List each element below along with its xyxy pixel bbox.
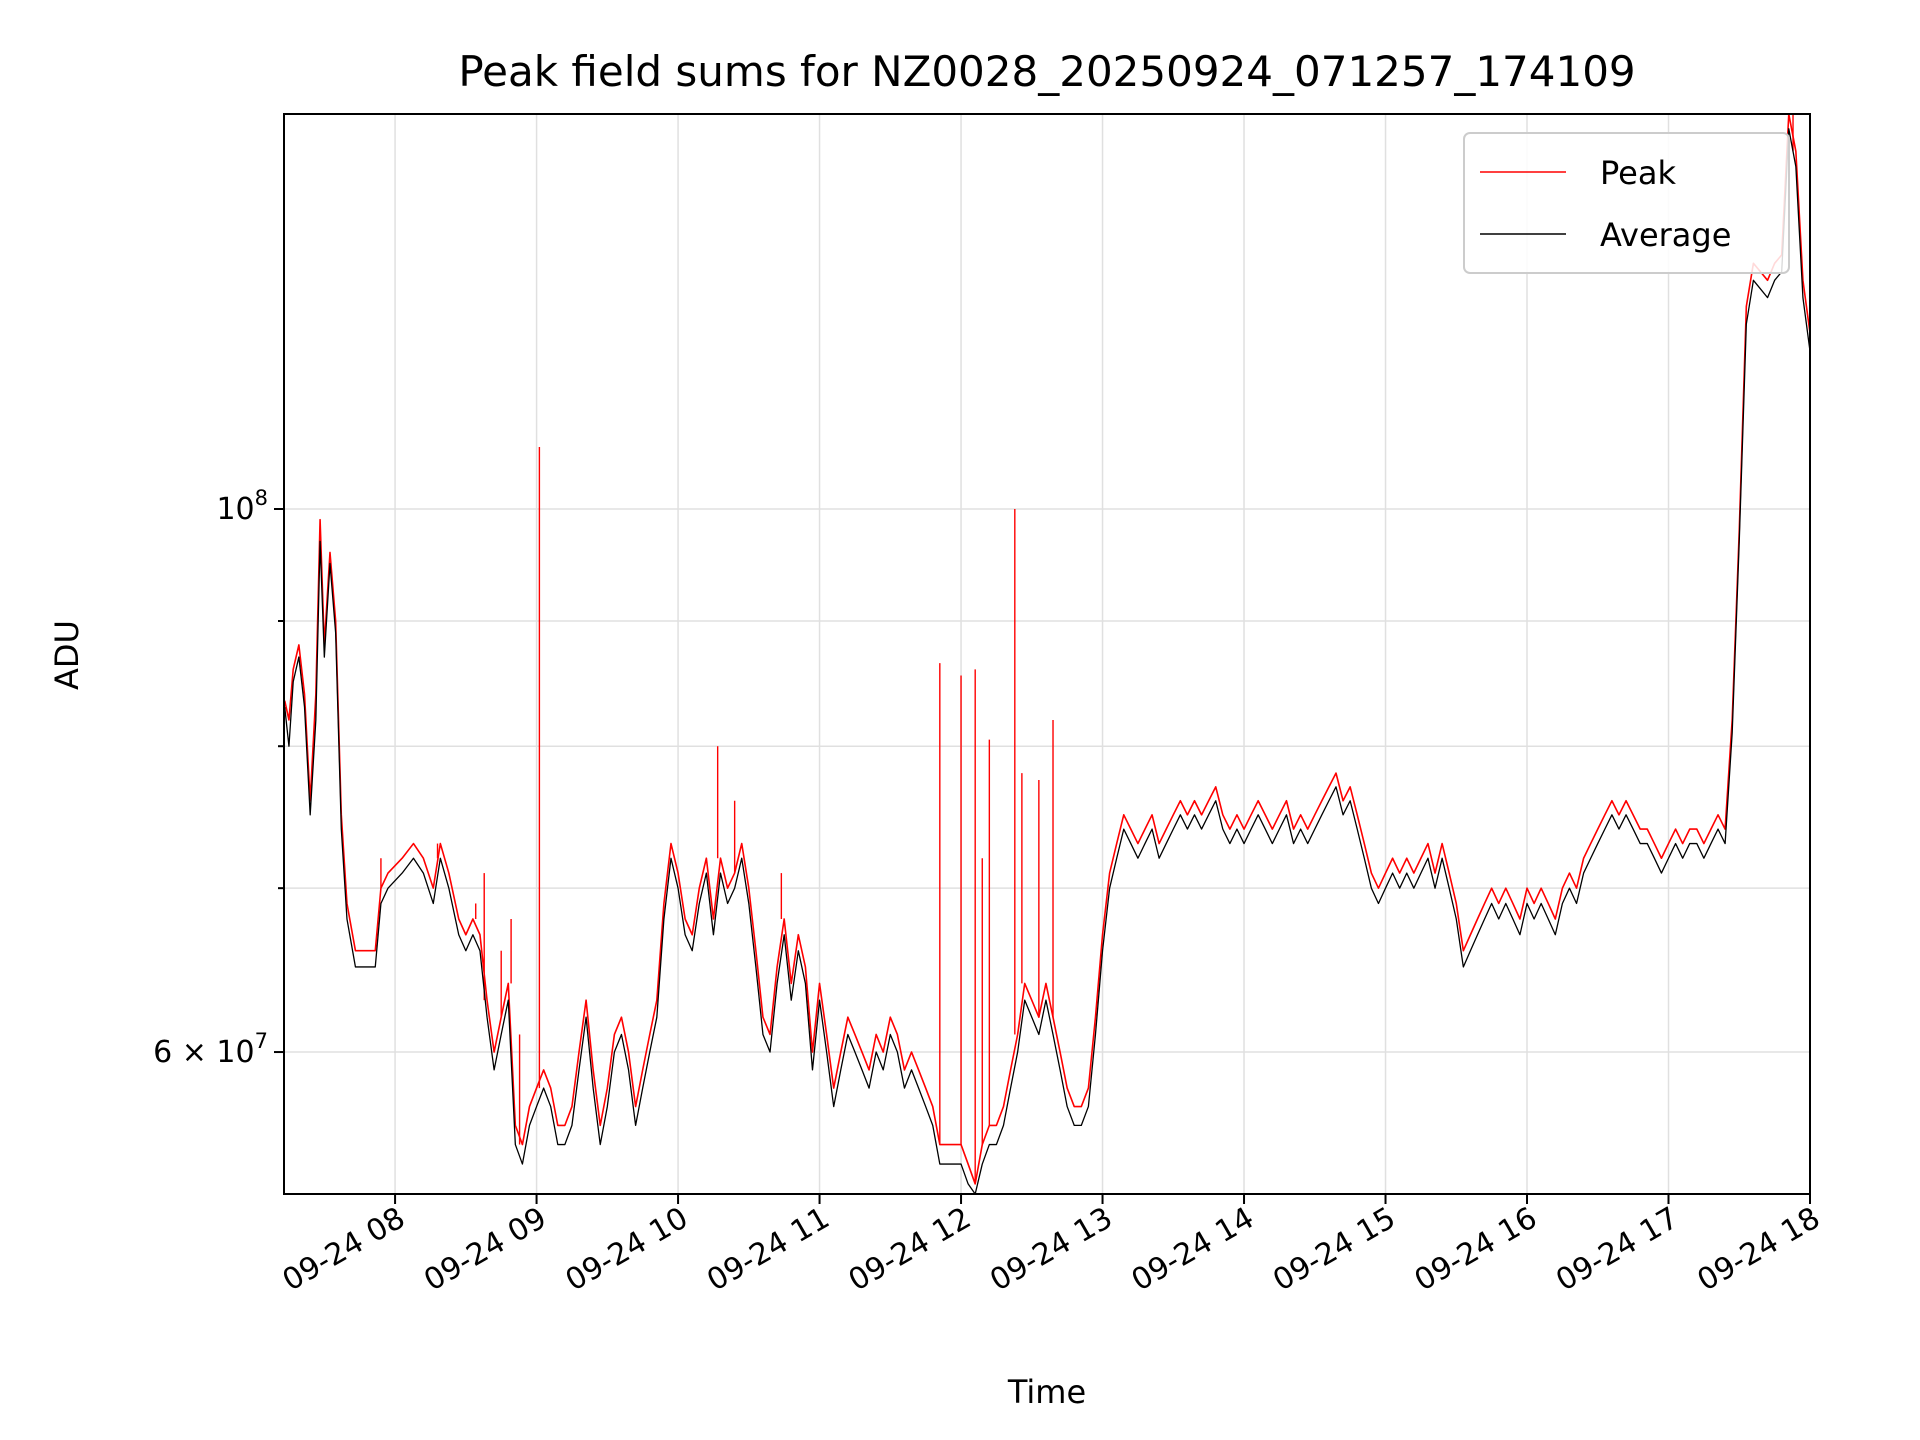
x-gridlines: [394, 114, 1811, 1194]
x-tick-label: 09-24 15: [1267, 1201, 1401, 1299]
series-line-peak: [284, 114, 1810, 1185]
x-tick-label: 09-24 14: [1126, 1201, 1260, 1299]
x-tick-label: 09-24 08: [277, 1201, 411, 1299]
x-tick-label: 09-24 13: [984, 1201, 1118, 1299]
chart-title: Peak field sums for NZ0028_20250924_0712…: [458, 47, 1635, 96]
y-tick-label: 108: [216, 486, 268, 527]
x-tick-label: 09-24 10: [560, 1201, 694, 1299]
y-gridlines: [284, 508, 1810, 1053]
x-tick-label: 09-24 09: [418, 1201, 552, 1299]
x-tick-label: 09-24 17: [1550, 1201, 1684, 1299]
legend: Peak Average: [1463, 132, 1790, 274]
x-axis-ticks: 09-24 08 09-24 09 09-24 10 09-24 11 09-24 12…: [277, 1194, 1826, 1298]
x-tick-label: 09-24 12: [843, 1201, 977, 1299]
plot-frame: [283, 113, 1811, 1195]
x-tick-label: 09-24 11: [701, 1201, 835, 1299]
legend-box: [1463, 132, 1790, 274]
legend-label-average: Average: [1600, 216, 1731, 254]
legend-label-peak: Peak: [1600, 154, 1676, 192]
series-clip-group: [284, 114, 1810, 1194]
x-tick-label: 09-24 16: [1409, 1201, 1543, 1299]
y-axis-ticks: 108 6 × 107: [153, 486, 284, 1070]
x-tick-label: 09-24 18: [1692, 1201, 1826, 1299]
series-layer: [284, 114, 1810, 1194]
x-axis-label: Time: [1007, 1373, 1086, 1411]
series-line-average: [284, 128, 1810, 1194]
y-tick-label: 6 × 107: [153, 1029, 268, 1070]
y-axis-label: ADU: [48, 620, 86, 690]
